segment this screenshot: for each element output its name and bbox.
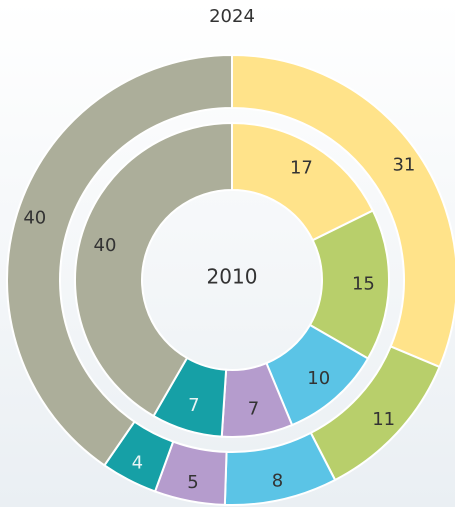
slice-label: 40 [23,208,46,229]
slice [74,121,233,418]
rings: 31 11 8 5 4 40 17 15 10 7 7 40 [6,53,455,506]
slice [6,53,233,467]
inner-ring-title: 2010 [207,265,258,289]
slice-label: 7 [248,399,259,420]
slice-label: 4 [132,453,143,474]
slice-label: 10 [307,368,330,389]
slice-label: 40 [94,235,117,256]
outer-ring-title: 2024 [209,6,255,27]
slice-label: 31 [392,155,415,176]
slice-label: 17 [290,157,313,178]
slice-label: 8 [272,470,283,491]
slice-label: 5 [187,472,198,493]
slice-label: 11 [372,409,395,430]
slice-label: 15 [352,273,375,294]
slice-label: 7 [188,395,199,416]
slice [231,53,455,369]
